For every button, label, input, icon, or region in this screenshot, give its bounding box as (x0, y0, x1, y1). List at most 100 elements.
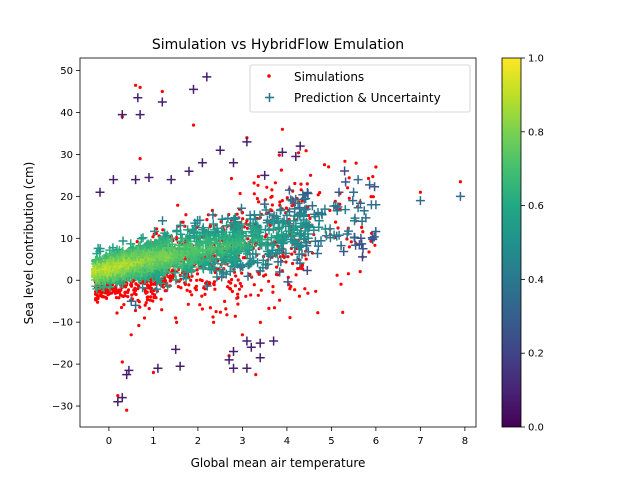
colorbar-tick-label: 0.2 (528, 349, 544, 360)
simulation-outlier-point (151, 370, 155, 375)
prediction-point (275, 267, 285, 277)
prediction-point (230, 213, 240, 223)
prediction-point (108, 273, 118, 283)
simulation-point (314, 289, 318, 293)
simulation-point (241, 256, 245, 260)
simulation-point (224, 307, 228, 311)
prediction-point (371, 227, 381, 236)
simulation-point (270, 194, 274, 198)
x-tick-label: 8 (462, 436, 468, 447)
simulation-point (190, 293, 194, 297)
simulation-point (336, 226, 340, 230)
colorbar (501, 57, 522, 428)
prediction-outlier-point (224, 355, 234, 365)
simulation-point (151, 235, 155, 239)
prediction-point (269, 239, 279, 249)
prediction-point (138, 283, 148, 293)
prediction-point (171, 275, 181, 285)
prediction-point (106, 278, 116, 288)
prediction-outlier-point (277, 147, 287, 157)
x-tick-label: 4 (284, 436, 290, 447)
legend: Simulations Prediction & Uncertainty (249, 64, 471, 113)
simulation-point (137, 323, 141, 328)
prediction-point (289, 228, 299, 238)
simulation-point (187, 283, 191, 287)
x-tick-label: 1 (150, 436, 156, 447)
simulation-point (267, 279, 271, 283)
simulation-point (252, 181, 256, 185)
prediction-point (126, 239, 136, 249)
prediction-point (136, 234, 146, 244)
simulation-point (149, 295, 153, 299)
legend-simulations-marker (267, 74, 271, 78)
simulation-point (133, 289, 137, 293)
prediction-outlier-point (108, 175, 118, 185)
x-tick-label: 0 (106, 436, 112, 447)
simulation-point (117, 296, 121, 300)
legend-prediction-marker (265, 93, 274, 102)
prediction-point (310, 236, 320, 246)
legend-prediction-label: Prediction & Uncertainty (294, 91, 441, 105)
prediction-point (150, 252, 160, 262)
prediction-point (329, 230, 339, 240)
y-tick-label: 40 (60, 108, 73, 119)
simulation-point (249, 293, 253, 297)
simulation-point (316, 311, 320, 315)
prediction-point (158, 248, 168, 258)
prediction-point (358, 252, 367, 262)
simulation-point (143, 303, 147, 307)
simulation-outlier-point (138, 157, 142, 161)
prediction-point (253, 258, 263, 268)
simulation-point (272, 306, 277, 310)
prediction-point (162, 241, 172, 251)
prediction-point (295, 258, 305, 268)
prediction-point (313, 249, 322, 258)
simulation-point (132, 291, 136, 295)
prediction-point (138, 233, 148, 243)
simulation-point (96, 300, 100, 304)
simulation-point (122, 303, 126, 307)
plot-frame (79, 57, 477, 428)
prediction-point (115, 279, 125, 289)
simulation-point (367, 250, 371, 254)
simulation-point (270, 203, 274, 207)
simulation-point (146, 295, 150, 299)
simulation-point (264, 273, 268, 277)
simulation-point (234, 274, 238, 278)
simulation-point (168, 279, 172, 283)
prediction-outlier-point (133, 93, 143, 103)
prediction-point (124, 257, 134, 266)
prediction-point (292, 238, 302, 248)
prediction-point (237, 203, 246, 213)
x-tick-label: 7 (417, 436, 423, 447)
simulation-outlier-point (418, 190, 422, 194)
simulation-point (305, 182, 309, 186)
prediction-point (142, 262, 152, 272)
prediction-outlier-point (371, 200, 381, 210)
prediction-point (184, 259, 194, 269)
prediction-point (314, 216, 324, 226)
simulation-point (308, 216, 312, 220)
y-tick-label: 0 (67, 276, 73, 287)
simulation-point (144, 301, 148, 305)
simulation-outlier-point (160, 89, 164, 94)
prediction-point (152, 284, 162, 294)
simulation-point (270, 209, 274, 213)
prediction-point (290, 204, 300, 214)
prediction-outlier-point (415, 196, 425, 206)
prediction-point (276, 237, 286, 247)
simulation-point (114, 296, 118, 300)
simulation-outlier-point (129, 333, 133, 337)
simulation-point (212, 283, 216, 287)
simulation-outlier-point (254, 373, 258, 377)
prediction-point (182, 267, 192, 277)
prediction-point (91, 265, 101, 275)
simulation-point (361, 230, 365, 234)
simulation-point (114, 288, 118, 292)
simulation-point (278, 298, 282, 302)
simulation-point (161, 284, 165, 288)
simulation-point (98, 294, 102, 298)
prediction-point (284, 185, 294, 195)
prediction-point (237, 219, 247, 229)
colorbar-tick-label: 0.6 (528, 201, 544, 212)
